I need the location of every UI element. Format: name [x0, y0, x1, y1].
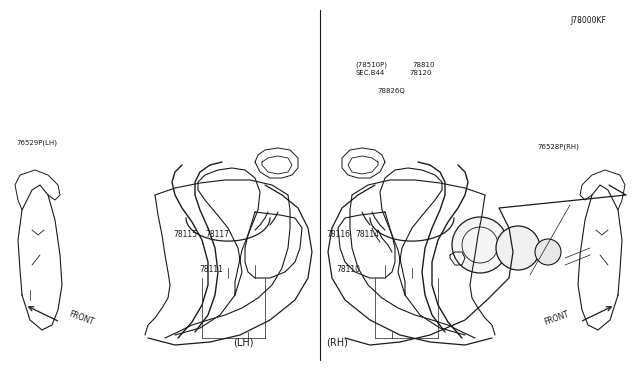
- Text: 78826Q: 78826Q: [378, 88, 405, 94]
- Text: 78114: 78114: [355, 230, 380, 239]
- Text: 78120: 78120: [410, 70, 432, 76]
- Text: 78111: 78111: [199, 265, 223, 274]
- Text: FRONT: FRONT: [68, 310, 95, 327]
- Text: 78115: 78115: [173, 230, 198, 239]
- Text: 76528P(RH): 76528P(RH): [538, 144, 579, 150]
- Text: 78810: 78810: [413, 62, 435, 68]
- Text: 78116: 78116: [326, 230, 351, 239]
- Circle shape: [535, 239, 561, 265]
- Text: (78510P): (78510P): [355, 62, 387, 68]
- Text: 78117: 78117: [205, 230, 230, 239]
- Text: FRONT: FRONT: [543, 310, 570, 327]
- Text: 78110: 78110: [337, 265, 361, 274]
- Text: SEC.B44: SEC.B44: [355, 70, 385, 76]
- Text: 76529P(LH): 76529P(LH): [16, 140, 57, 147]
- Text: (LH): (LH): [233, 337, 253, 347]
- Text: J78000KF: J78000KF: [571, 16, 607, 25]
- Circle shape: [452, 217, 508, 273]
- Text: (RH): (RH): [326, 337, 348, 347]
- Circle shape: [496, 226, 540, 270]
